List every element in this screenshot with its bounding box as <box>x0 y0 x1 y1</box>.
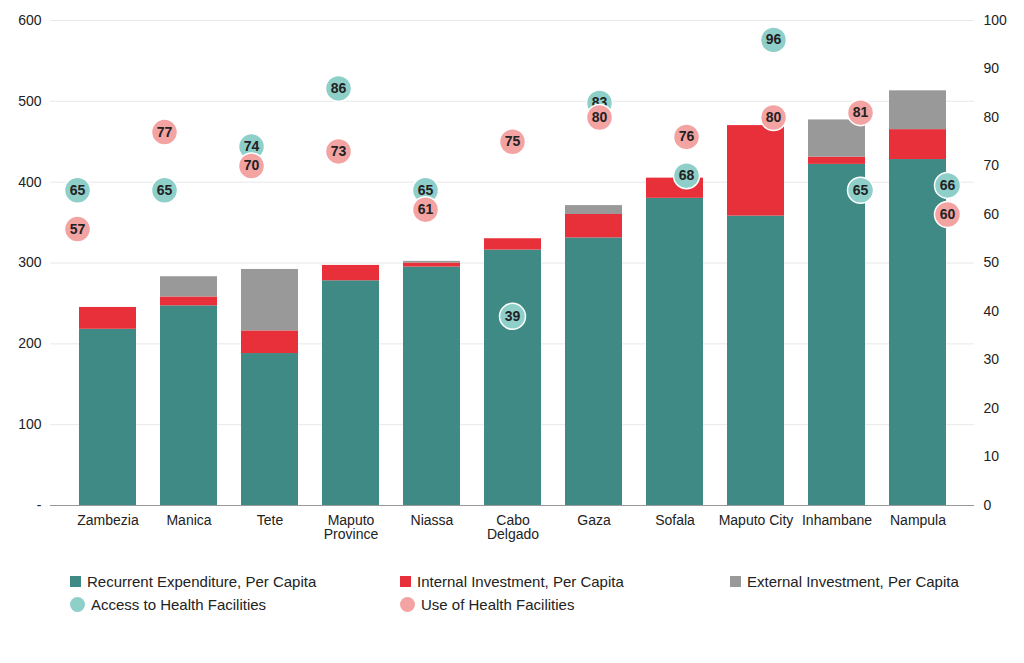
svg-text:-: - <box>37 497 42 513</box>
svg-text:Sofala: Sofala <box>655 512 695 528</box>
svg-text:300: 300 <box>18 254 42 270</box>
svg-text:75: 75 <box>505 133 521 149</box>
svg-text:80: 80 <box>766 109 782 125</box>
svg-text:77: 77 <box>157 124 173 140</box>
html-text:Recurrent Expenditure, Per Cap: Recurrent Expenditure, Per Capita <box>87 573 317 590</box>
svg-text:65: 65 <box>157 182 173 198</box>
svg-text:500: 500 <box>18 93 42 109</box>
svg-text:600: 600 <box>18 12 42 28</box>
svg-text:Nampula: Nampula <box>890 512 946 528</box>
svg-text:90: 90 <box>984 60 1000 76</box>
svg-text:65: 65 <box>70 182 86 198</box>
svg-text:68: 68 <box>679 167 695 183</box>
svg-text:100: 100 <box>984 12 1008 28</box>
svg-text:Niassa: Niassa <box>411 512 454 528</box>
svg-text:400: 400 <box>18 174 42 190</box>
svg-text:20: 20 <box>984 400 1000 416</box>
svg-text:65: 65 <box>853 182 869 198</box>
svg-text:70: 70 <box>244 157 260 173</box>
svg-text:74: 74 <box>244 138 260 154</box>
html-text:Access to Health Facilities: Access to Health Facilities <box>91 596 267 613</box>
svg-text:Inhambane: Inhambane <box>802 512 872 528</box>
svg-text:81: 81 <box>853 104 869 120</box>
svg-text:CaboDelgado: CaboDelgado <box>487 512 539 542</box>
svg-text:66: 66 <box>940 177 956 193</box>
svg-text:40: 40 <box>984 303 1000 319</box>
svg-text:Zambezia: Zambezia <box>77 512 139 528</box>
svg-text:Manica: Manica <box>166 512 211 528</box>
svg-text:80: 80 <box>592 109 608 125</box>
svg-text:76: 76 <box>679 128 695 144</box>
svg-text:60: 60 <box>984 206 1000 222</box>
svg-text:Tete: Tete <box>257 512 284 528</box>
svg-text:65: 65 <box>418 182 434 198</box>
svg-text:Gaza: Gaza <box>577 512 611 528</box>
svg-text:MaputoProvince: MaputoProvince <box>324 512 379 542</box>
svg-text:57: 57 <box>70 221 86 237</box>
svg-text:73: 73 <box>331 143 347 159</box>
svg-text:83: 83 <box>591 94 608 111</box>
svg-text:10: 10 <box>984 448 1000 464</box>
svg-text:70: 70 <box>984 157 1000 173</box>
svg-text:50: 50 <box>984 254 1000 270</box>
svg-text:80: 80 <box>984 109 1000 125</box>
svg-text:60: 60 <box>940 206 956 222</box>
svg-text:39: 39 <box>505 308 521 324</box>
svg-text:100: 100 <box>18 416 42 432</box>
html-text:Internal Investment, Per Capit: Internal Investment, Per Capita <box>417 573 624 590</box>
html-text:External Investment, Per Capit: External Investment, Per Capita <box>747 573 959 590</box>
svg-text:30: 30 <box>984 351 1000 367</box>
html-text:Use of Health Facilities: Use of Health Facilities <box>421 596 575 613</box>
svg-text:0: 0 <box>984 497 992 513</box>
svg-text:86: 86 <box>331 80 347 96</box>
svg-text:200: 200 <box>18 335 42 351</box>
svg-text:Maputo City: Maputo City <box>719 512 794 528</box>
svg-text:96: 96 <box>766 31 782 47</box>
svg-text:61: 61 <box>418 201 434 217</box>
